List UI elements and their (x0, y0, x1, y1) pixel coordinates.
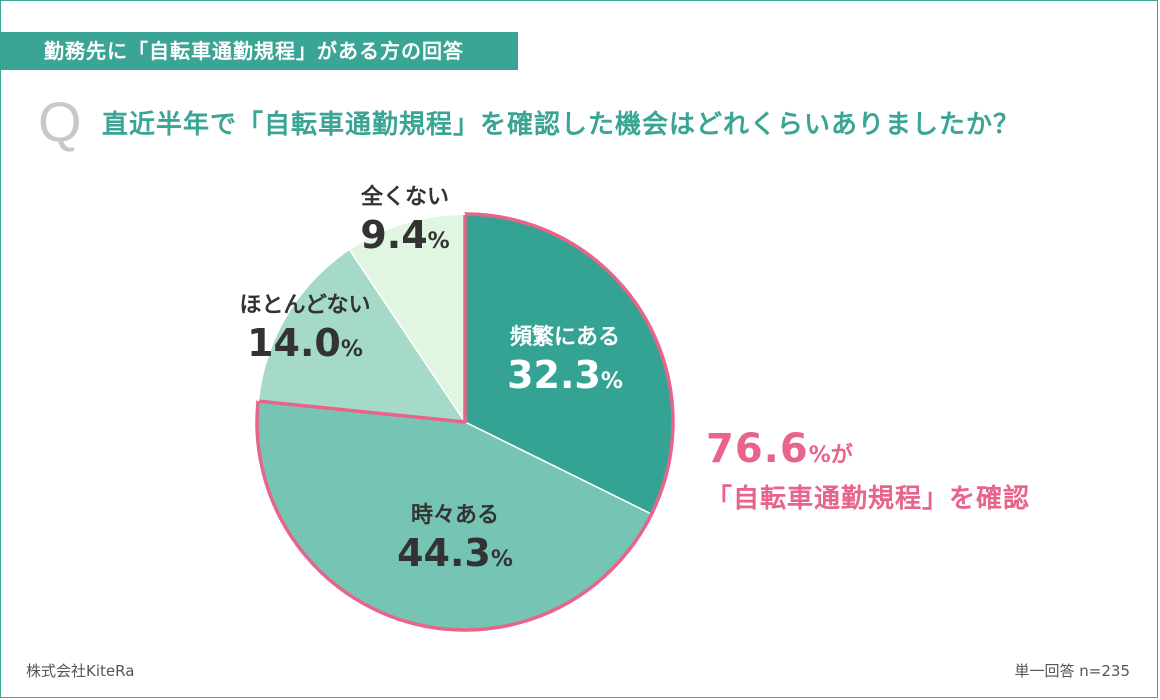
pie-outer-edge (257, 213, 466, 402)
slice-value-3: 14.0% (247, 321, 363, 365)
callout: 76.6%が 「自転車通勤規程」を確認 (706, 426, 1030, 515)
slice-label-4: 全くない (360, 184, 449, 210)
pie-highlight (255, 212, 675, 632)
slice-value-1: 32.3% (507, 353, 623, 397)
highlight-outline (255, 212, 675, 632)
slice-label-3: ほとんどない (240, 293, 371, 318)
callout-text: 「自転車通勤規程」を確認 (706, 484, 1031, 514)
q-mark: Q (38, 90, 82, 153)
callout-value: 76.6 (706, 426, 809, 472)
question-text: 直近半年で「自転車通勤規程」を確認した機会はどれくらいありましたか？ (102, 110, 1021, 140)
slice-label-2: 時々ある (411, 503, 499, 528)
slice-value-4: 9.4% (360, 213, 449, 257)
company-name: 株式会社KiteRa (26, 662, 135, 680)
callout-unit: %が (808, 443, 853, 468)
slice-value-2: 44.3% (397, 531, 513, 575)
pie-labels: 頻繁にある 32.3% 時々ある 44.3% ほとんどない 14.0% 全くない 9.4% (240, 184, 623, 575)
sample-note: 単一回答 n=235 (1014, 662, 1130, 680)
slice-label-1: 頻繁にある (510, 324, 620, 350)
header-banner: 勤務先に「自転車通勤規程」がある方の回答 (0, 32, 518, 70)
